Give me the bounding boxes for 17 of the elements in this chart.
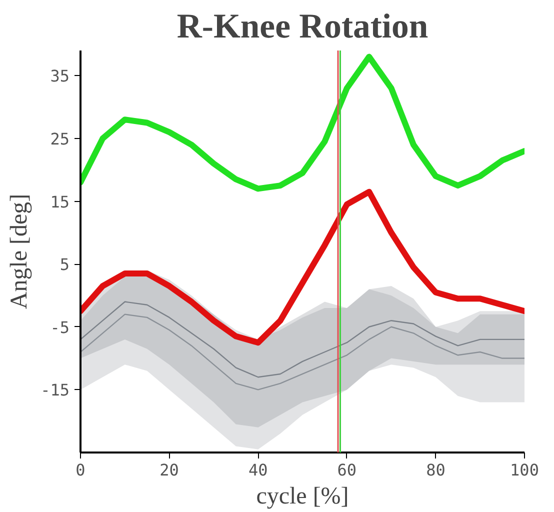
x-tick-label: 60: [337, 460, 357, 480]
x-tick-label: 40: [248, 460, 268, 480]
y-tick-label: -5: [50, 318, 70, 337]
x-tick-label: 80: [426, 460, 446, 480]
chart-title: R-Knee Rotation: [176, 8, 428, 46]
line-series: [80, 314, 524, 390]
x-tick-label: 0: [76, 460, 86, 480]
y-tick-label: 15: [50, 192, 70, 212]
x-axis-title: cycle [%]: [256, 484, 349, 510]
x-tick-label: 20: [160, 460, 179, 480]
y-tick-label: -15: [40, 380, 70, 400]
x-tick-label: 100: [510, 460, 539, 480]
y-axis-title: Angle [deg]: [6, 194, 33, 310]
y-tick-label: 5: [60, 255, 70, 274]
line-series: [80, 301, 524, 378]
y-tick-label: 35: [50, 66, 70, 86]
y-tick-label: 25: [50, 129, 70, 148]
